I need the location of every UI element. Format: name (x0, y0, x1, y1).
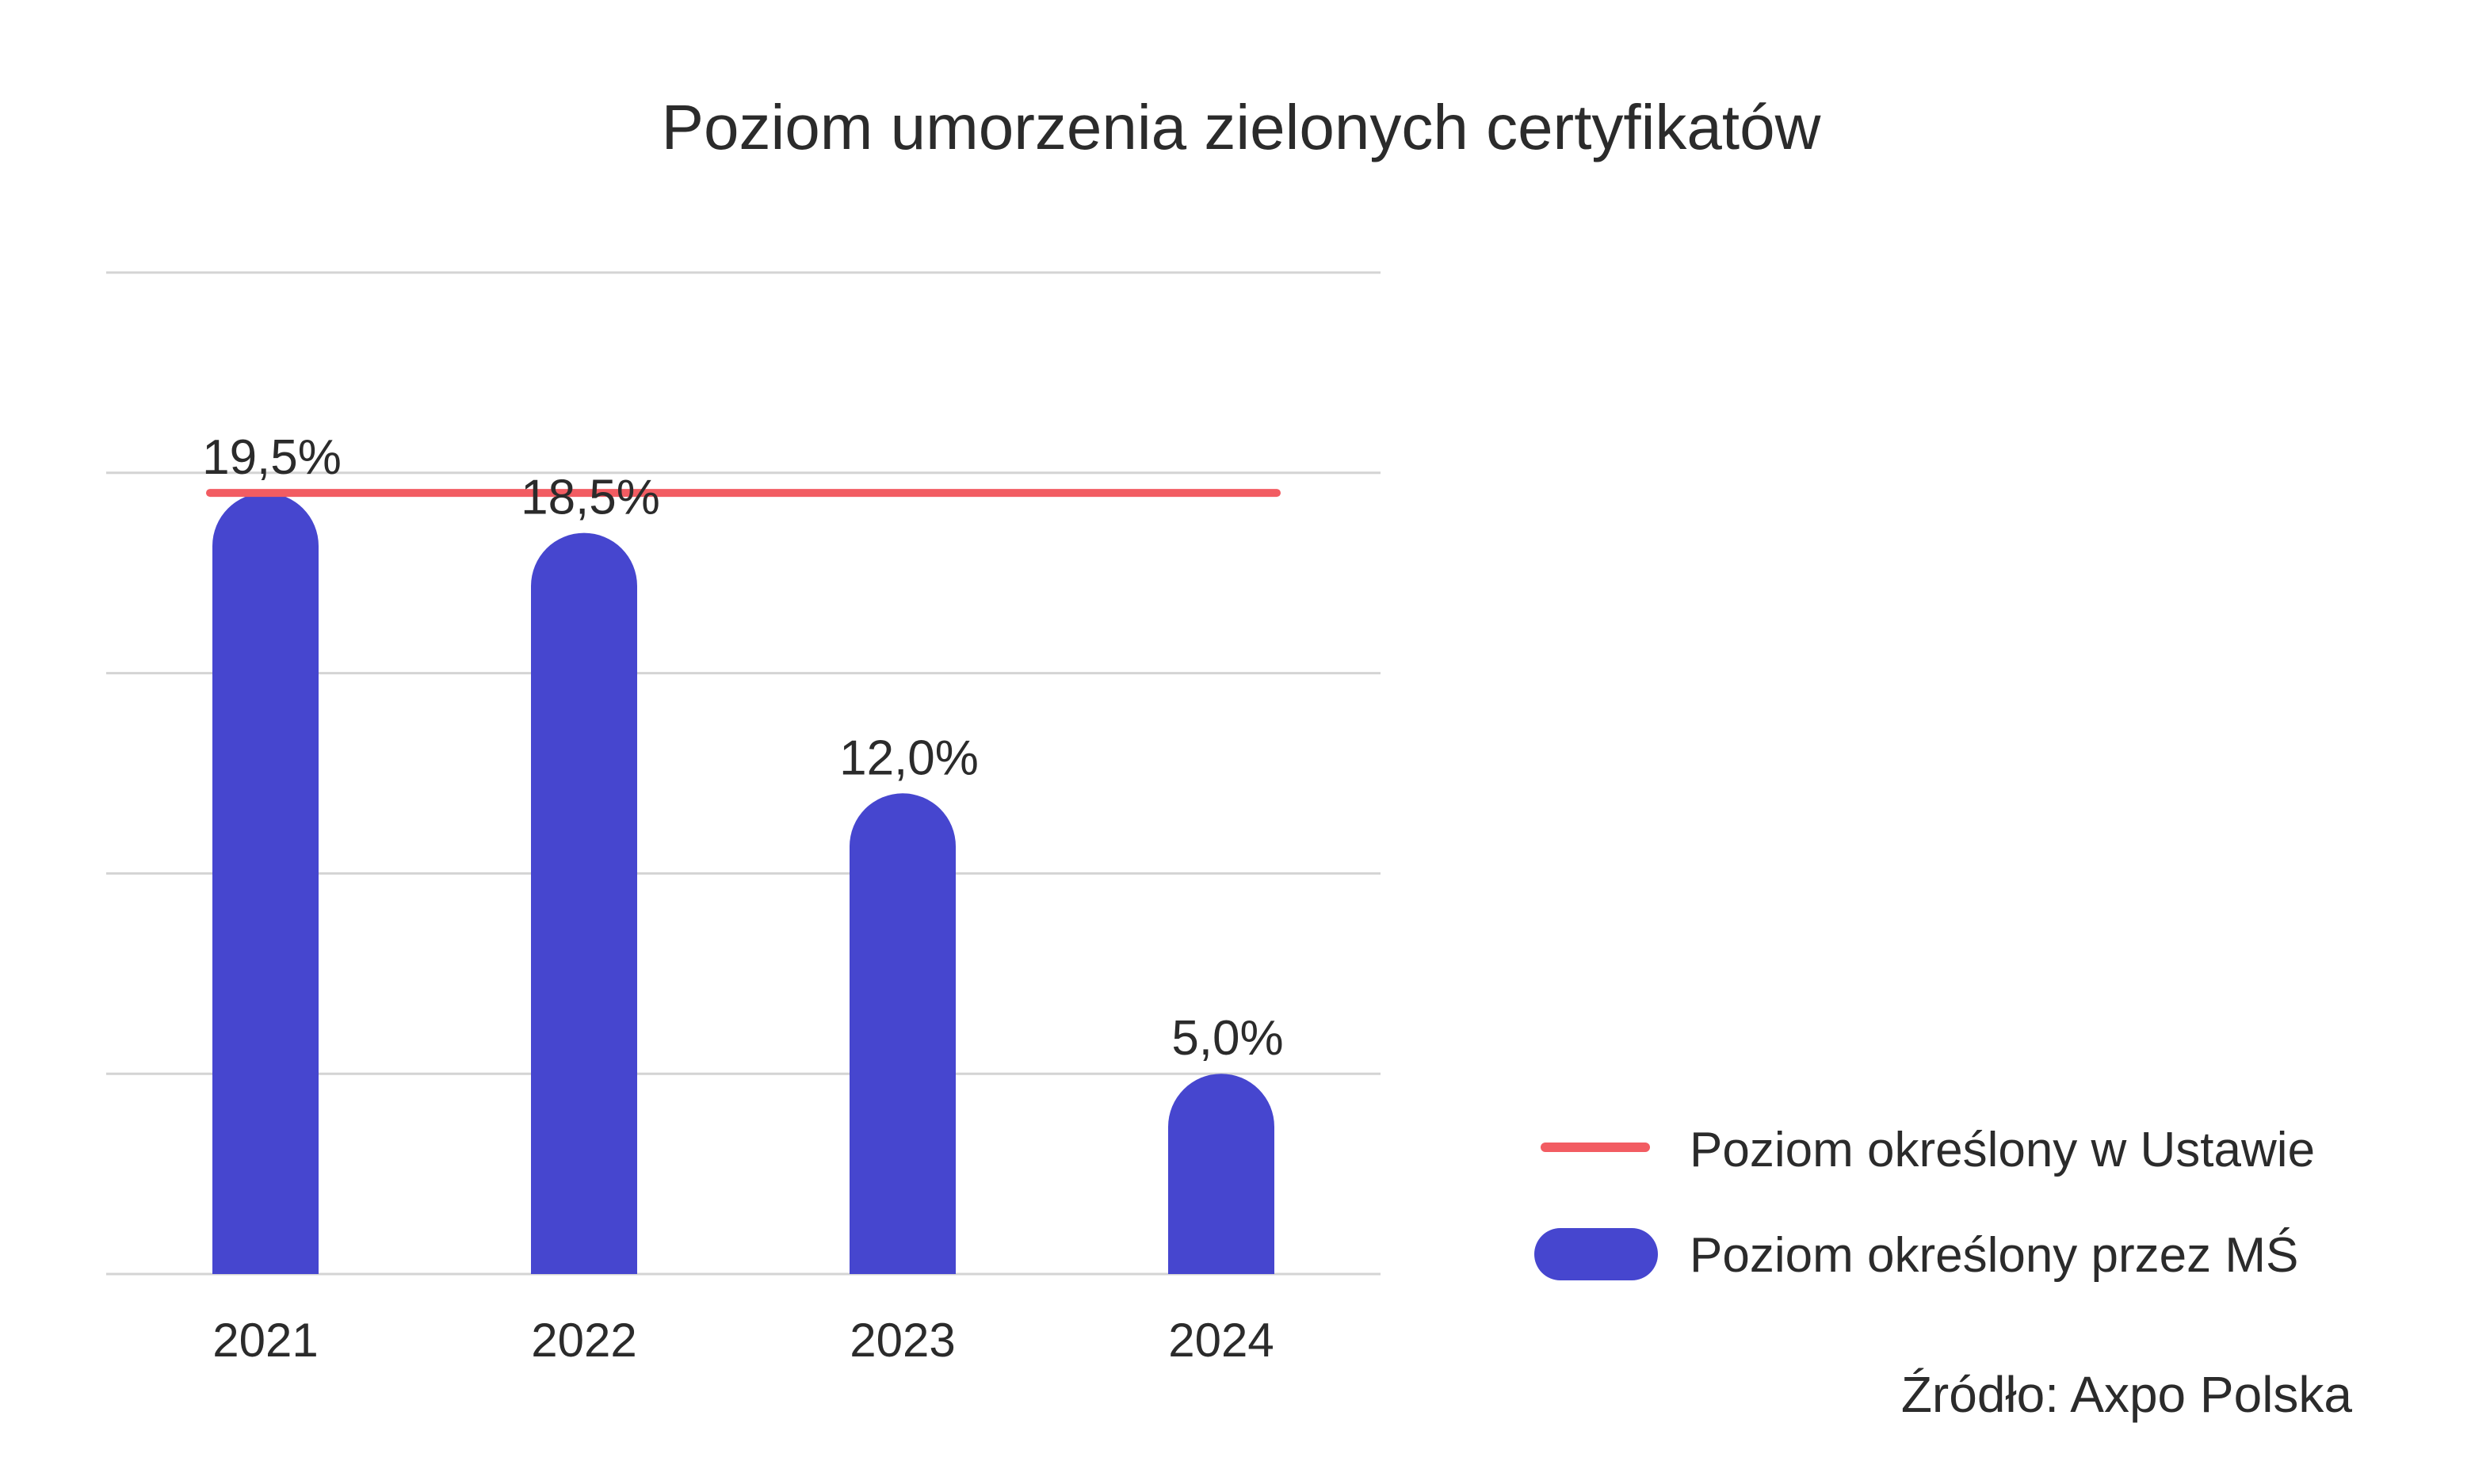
x-tick-2023: 2023 (850, 1314, 955, 1367)
data-label-2023: 12,0% (839, 731, 979, 785)
legend: Poziom określony w Ustawie Poziom określ… (1534, 1123, 2315, 1283)
x-tick-2024: 2024 (1168, 1314, 1274, 1367)
x-tick-2022: 2022 (531, 1314, 636, 1367)
bar-2021 (212, 493, 319, 1274)
x-tick-2021: 2021 (212, 1314, 318, 1367)
legend-bar-label: Poziom określony przez MŚ (1690, 1228, 2298, 1283)
data-label-2022: 18,5% (521, 471, 660, 525)
legend-line-label: Poziom określony w Ustawie (1690, 1123, 2315, 1177)
bar-2024 (1168, 1074, 1274, 1274)
data-labels: 19,5% 18,5% 12,0% 5,0% (202, 430, 1284, 1066)
bar-2023 (850, 793, 956, 1274)
bar-series (212, 493, 1274, 1274)
legend-bar-swatch (1534, 1228, 1658, 1280)
bar-2022 (531, 532, 637, 1274)
source-note: Źródło: Axpo Polska (1901, 1366, 2353, 1423)
data-label-2024: 5,0% (1171, 1011, 1283, 1066)
x-axis-ticks: 2021 2022 2023 2024 (212, 1314, 1274, 1367)
data-label-2021: 19,5% (202, 430, 342, 485)
chart-title: Poziom umorzenia zielonych certyfikatów (662, 92, 1821, 162)
